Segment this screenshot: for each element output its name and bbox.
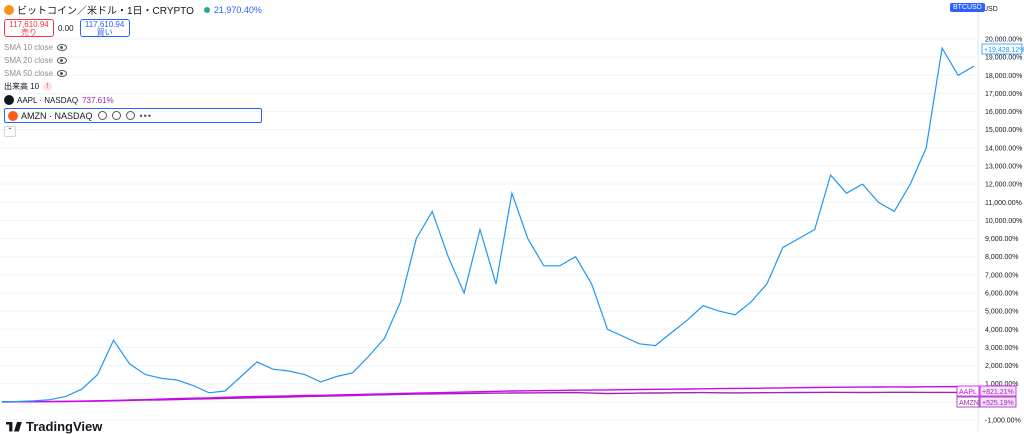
btc-last-label: +19,428.12% bbox=[981, 43, 1024, 55]
chart-legend: ビットコイン／米ドル・1日・CRYPTO 21,970.40% 117,610.… bbox=[4, 3, 262, 137]
sma-50-label: SMA 50 close bbox=[4, 69, 53, 78]
y-tick-label: 4,000.00% bbox=[985, 327, 1018, 334]
main-symbol-row[interactable]: ビットコイン／米ドル・1日・CRYPTO 21,970.40% bbox=[4, 3, 262, 17]
y-tick-label: 6,000.00% bbox=[985, 291, 1018, 298]
volume-row[interactable]: 出来高 10! bbox=[4, 80, 262, 93]
apple-logo-icon bbox=[4, 95, 14, 105]
svg-text:+19,428.12%: +19,428.12% bbox=[984, 47, 1024, 54]
aapl-last-label: AAPL +821.21% bbox=[956, 385, 1017, 397]
amzn-row[interactable]: AMZN · NASDAQ ••• bbox=[4, 108, 262, 123]
volume-label: 出来高 10 bbox=[4, 82, 40, 91]
y-tick-label: 14,000.00% bbox=[985, 145, 1022, 152]
y-tick-label: 11,000.00% bbox=[985, 200, 1022, 207]
y-tick-label: 1,000.00% bbox=[985, 381, 1018, 388]
sell-button[interactable]: 117,610.94 売り bbox=[4, 19, 54, 37]
sma-10-row[interactable]: SMA 10 close bbox=[4, 41, 262, 54]
buy-price: 117,610.94 bbox=[84, 20, 125, 29]
y-tick-label: 13,000.00% bbox=[985, 164, 1022, 171]
change-percent: 21,970.40% bbox=[213, 4, 262, 15]
more-icon[interactable]: ••• bbox=[139, 110, 152, 121]
sell-label: 売り bbox=[21, 28, 37, 37]
sma-10-label: SMA 10 close bbox=[4, 43, 53, 52]
collapse-legend-button[interactable]: ⌃ bbox=[4, 126, 16, 137]
y-tick-label: 16,000.00% bbox=[985, 109, 1022, 116]
spread-value: 0.00 bbox=[58, 23, 74, 33]
svg-text:+525.19%: +525.19% bbox=[982, 400, 1014, 407]
y-tick-label: 18,000.00% bbox=[985, 73, 1022, 80]
aapl-row[interactable]: AAPL · NASDAQ 737.61% bbox=[4, 93, 262, 107]
btc-series-line bbox=[1, 46, 975, 403]
y-tick-label: 9,000.00% bbox=[985, 236, 1018, 243]
eye-icon[interactable] bbox=[56, 44, 67, 51]
y-tick-label: 8,000.00% bbox=[985, 254, 1018, 261]
y-tick-label: -1,000.00% bbox=[985, 418, 1021, 425]
bitcoin-icon bbox=[4, 4, 14, 15]
logo-text: TradingView bbox=[26, 419, 103, 434]
tradingview-logo[interactable]: TradingView bbox=[6, 419, 102, 434]
buy-button[interactable]: 117,610.94 買い bbox=[79, 19, 130, 37]
market-status-icon bbox=[203, 6, 210, 13]
trade-buttons: 117,610.94 売り 0.00 117,610.94 買い bbox=[4, 19, 262, 37]
eye-icon[interactable] bbox=[97, 111, 107, 120]
settings-icon[interactable] bbox=[111, 111, 121, 120]
buy-label: 買い bbox=[96, 28, 113, 37]
svg-text:AAPL: AAPL bbox=[959, 389, 977, 396]
y-tick-label: 12,000.00% bbox=[985, 182, 1022, 189]
sma-50-row[interactable]: SMA 50 close bbox=[4, 67, 262, 80]
y-axis-ticks: -1,000.00%0.00%1,000.00%2,000.00%3,000.0… bbox=[985, 37, 1022, 425]
delete-icon[interactable] bbox=[125, 111, 135, 120]
symbol-title[interactable]: ビットコイン／米ドル・1日・CRYPTO bbox=[17, 6, 194, 17]
sma-20-label: SMA 20 close bbox=[4, 56, 53, 65]
y-tick-label: 19,000.00% bbox=[985, 55, 1022, 62]
amzn-label: AMZN · NASDAQ bbox=[21, 110, 93, 121]
aapl-series-line bbox=[1, 385, 975, 403]
y-tick-label: 20,000.00% bbox=[985, 37, 1022, 44]
tradingview-logo-icon bbox=[6, 421, 22, 432]
eye-icon[interactable] bbox=[56, 57, 67, 64]
chart-grid bbox=[0, 0, 979, 431]
symbol-badge: BTCUSD bbox=[950, 3, 985, 12]
amzn-series-line bbox=[1, 391, 975, 403]
amazon-logo-icon bbox=[8, 110, 18, 121]
warning-icon[interactable]: ! bbox=[43, 82, 53, 91]
y-tick-label: 3,000.00% bbox=[985, 345, 1018, 352]
svg-text:+821.21%: +821.21% bbox=[982, 389, 1014, 396]
y-tick-label: 10,000.00% bbox=[985, 218, 1022, 225]
y-tick-label: 17,000.00% bbox=[985, 91, 1022, 98]
y-tick-label: 7,000.00% bbox=[985, 272, 1018, 279]
sell-price: 117,610.94 bbox=[9, 20, 49, 29]
y-tick-label: 15,000.00% bbox=[985, 127, 1022, 134]
svg-text:AMZN: AMZN bbox=[959, 400, 979, 407]
y-tick-label: 2,000.00% bbox=[985, 363, 1018, 370]
y-tick-label: 5,000.00% bbox=[985, 309, 1018, 316]
aapl-label: AAPL · NASDAQ bbox=[17, 95, 79, 105]
aapl-percent: 737.61% bbox=[82, 95, 114, 105]
amzn-last-label: AMZN +525.19% bbox=[956, 396, 1017, 408]
sma-20-row[interactable]: SMA 20 close bbox=[4, 54, 262, 67]
currency-label[interactable]: USD bbox=[983, 6, 998, 13]
eye-icon[interactable] bbox=[56, 70, 67, 77]
